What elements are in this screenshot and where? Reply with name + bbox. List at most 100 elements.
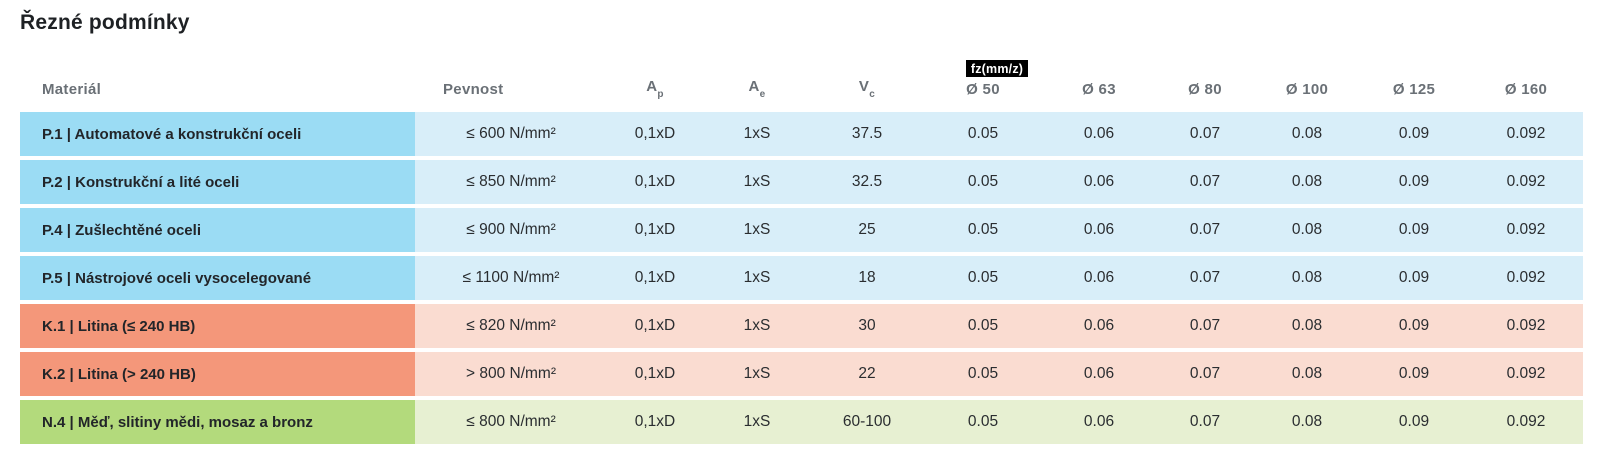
cell-strength: ≤ 850 N/mm² [415,160,607,204]
cell-fz-d80: 0.07 [1155,304,1255,348]
header-diameter-63: Ø 63 [1082,81,1116,98]
table-row: P.4 | Zušlechtěné oceli ≤ 900 N/mm² 0,1x… [20,208,1583,252]
cell-fz-d160: 0.092 [1469,400,1583,444]
cell-fz-d50: 0.05 [923,256,1043,300]
header-diameter-100: Ø 100 [1285,81,1329,98]
header-ap-sub: p [657,89,664,100]
cell-fz-d63: 0.06 [1043,208,1155,252]
table-row: K.1 | Litina (≤ 240 HB) ≤ 820 N/mm² 0,1x… [20,304,1583,348]
cell-fz-d63: 0.06 [1043,400,1155,444]
cell-ap: 0,1xD [607,208,703,252]
header-ap-base: A [646,78,658,95]
cell-fz-d50: 0.05 [923,160,1043,204]
header-diameter-125: Ø 125 [1392,81,1436,98]
table-row: P.1 | Automatové a konstrukční oceli ≤ 6… [20,112,1583,156]
cell-fz-d100: 0.08 [1255,256,1359,300]
header-vc: Vc [811,42,923,108]
cell-fz-d100: 0.08 [1255,304,1359,348]
cell-fz-d80: 0.07 [1155,112,1255,156]
cell-fz-d160: 0.092 [1469,208,1583,252]
cell-vc: 30 [811,304,923,348]
cell-fz-d50: 0.05 [923,208,1043,252]
cell-fz-d125: 0.09 [1359,400,1469,444]
cell-ae: 1xS [703,208,811,252]
header-ap: Ap [607,42,703,108]
cell-fz-d63: 0.06 [1043,352,1155,396]
cell-vc: 60-100 [811,400,923,444]
cell-material: P.5 | Nástrojové oceli vysocelegované [20,256,415,300]
cell-fz-d50: 0.05 [923,112,1043,156]
header-vc-sub: c [869,89,876,100]
cell-fz-d80: 0.07 [1155,160,1255,204]
table-row: N.4 | Měď, slitiny mědi, mosaz a bronz ≤… [20,400,1583,444]
header-ae: Ae [703,42,811,108]
cell-ap: 0,1xD [607,160,703,204]
cell-strength: ≤ 900 N/mm² [415,208,607,252]
fz-unit-badge: fz(mm/z) [965,60,1029,77]
cell-ae: 1xS [703,112,811,156]
cell-ap: 0,1xD [607,112,703,156]
cell-ae: 1xS [703,160,811,204]
cell-ap: 0,1xD [607,256,703,300]
cell-fz-d80: 0.07 [1155,400,1255,444]
cell-fz-d160: 0.092 [1469,112,1583,156]
header-material: Materiál [42,81,102,98]
cell-fz-d125: 0.09 [1359,208,1469,252]
cell-fz-d63: 0.06 [1043,304,1155,348]
cell-strength: ≤ 800 N/mm² [415,400,607,444]
cell-vc: 22 [811,352,923,396]
cell-ap: 0,1xD [607,400,703,444]
cell-fz-d125: 0.09 [1359,112,1469,156]
cell-strength: > 800 N/mm² [415,352,607,396]
cell-fz-d100: 0.08 [1255,352,1359,396]
cell-strength: ≤ 600 N/mm² [415,112,607,156]
header-strength: Pevnost [443,81,504,98]
cell-fz-d80: 0.07 [1155,208,1255,252]
cell-fz-d160: 0.092 [1469,256,1583,300]
cell-fz-d160: 0.092 [1469,160,1583,204]
header-ae-sub: e [759,89,766,100]
cell-strength: ≤ 1100 N/mm² [415,256,607,300]
cell-ae: 1xS [703,352,811,396]
cutting-conditions-table: Materiál Pevnost Ap Ae Vc fz(mm/z) Ø 50 … [20,38,1583,448]
header-vc-base: V [858,78,870,95]
cell-fz-d125: 0.09 [1359,304,1469,348]
cell-material: P.4 | Zušlechtěné oceli [20,208,415,252]
header-diameter-50: fz(mm/z) Ø 50 [923,42,1043,108]
cell-ae: 1xS [703,256,811,300]
cell-fz-d63: 0.06 [1043,112,1155,156]
cell-fz-d80: 0.07 [1155,352,1255,396]
cell-material: P.2 | Konstrukční a lité oceli [20,160,415,204]
cell-ae: 1xS [703,400,811,444]
cell-fz-d50: 0.05 [923,400,1043,444]
cell-vc: 32.5 [811,160,923,204]
table-row: K.2 | Litina (> 240 HB) > 800 N/mm² 0,1x… [20,352,1583,396]
cell-vc: 25 [811,208,923,252]
table-header-row: Materiál Pevnost Ap Ae Vc fz(mm/z) Ø 50 … [20,42,1583,108]
cell-fz-d160: 0.092 [1469,304,1583,348]
page-title: Řezné podmínky [20,11,190,34]
cell-fz-d125: 0.09 [1359,160,1469,204]
table-row: P.5 | Nástrojové oceli vysocelegované ≤ … [20,256,1583,300]
cell-ae: 1xS [703,304,811,348]
cell-ap: 0,1xD [607,352,703,396]
cell-ap: 0,1xD [607,304,703,348]
cell-fz-d100: 0.08 [1255,112,1359,156]
header-diameter-160: Ø 160 [1504,81,1548,98]
cell-fz-d125: 0.09 [1359,352,1469,396]
cell-fz-d50: 0.05 [923,352,1043,396]
cell-fz-d100: 0.08 [1255,160,1359,204]
header-diameter-80: Ø 80 [1188,81,1222,98]
cell-material: P.1 | Automatové a konstrukční oceli [20,112,415,156]
cell-fz-d63: 0.06 [1043,160,1155,204]
cell-fz-d160: 0.092 [1469,352,1583,396]
cell-fz-d80: 0.07 [1155,256,1255,300]
cell-material: K.1 | Litina (≤ 240 HB) [20,304,415,348]
cell-fz-d100: 0.08 [1255,208,1359,252]
cell-material: K.2 | Litina (> 240 HB) [20,352,415,396]
table-row: P.2 | Konstrukční a lité oceli ≤ 850 N/m… [20,160,1583,204]
header-diameter-50-label: Ø 50 [966,81,1000,98]
cell-strength: ≤ 820 N/mm² [415,304,607,348]
cell-material: N.4 | Měď, slitiny mědi, mosaz a bronz [20,400,415,444]
header-ae-base: A [748,78,760,95]
